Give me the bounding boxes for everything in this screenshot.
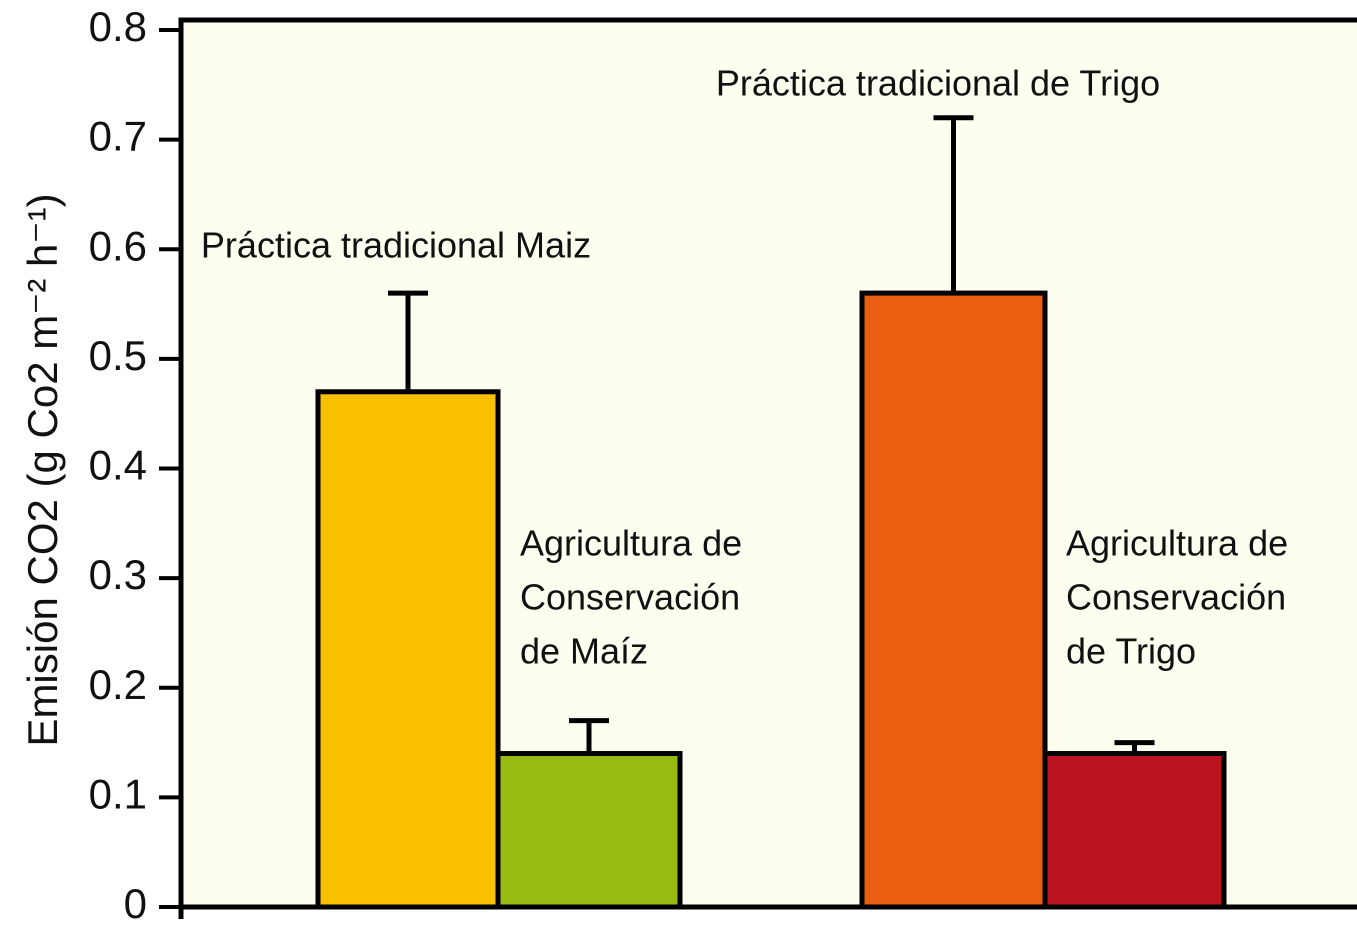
y-tick-label: 0.6: [89, 222, 147, 269]
bar-label: Agricultura de: [520, 523, 742, 564]
bar: [1042, 751, 1227, 910]
y-tick-label: 0.1: [89, 770, 147, 817]
bar-label: Práctica tradicional de Trigo: [716, 63, 1160, 104]
bar: [495, 751, 683, 910]
bar: [859, 290, 1048, 910]
bar-label: de Maíz: [520, 631, 648, 672]
y-tick-label: 0.3: [89, 551, 147, 598]
y-tick-label: 0.8: [89, 3, 147, 50]
bar-label: Conservación: [520, 577, 740, 618]
y-tick-label: 0.5: [89, 332, 147, 379]
y-axis-label: Emisión CO2 (g Co2 m⁻² h⁻¹): [19, 193, 66, 746]
bar-label: Agricultura de: [1066, 523, 1288, 564]
y-tick-label: 0.7: [89, 113, 147, 160]
bar-label: Conservación: [1066, 577, 1286, 618]
bar-label: Práctica tradicional Maiz: [201, 225, 591, 266]
bar: [315, 389, 501, 910]
bar-label: de Trigo: [1066, 631, 1196, 672]
y-tick-label: 0.4: [89, 442, 147, 489]
y-tick-label: 0: [124, 880, 147, 927]
y-tick-label: 0.2: [89, 661, 147, 708]
